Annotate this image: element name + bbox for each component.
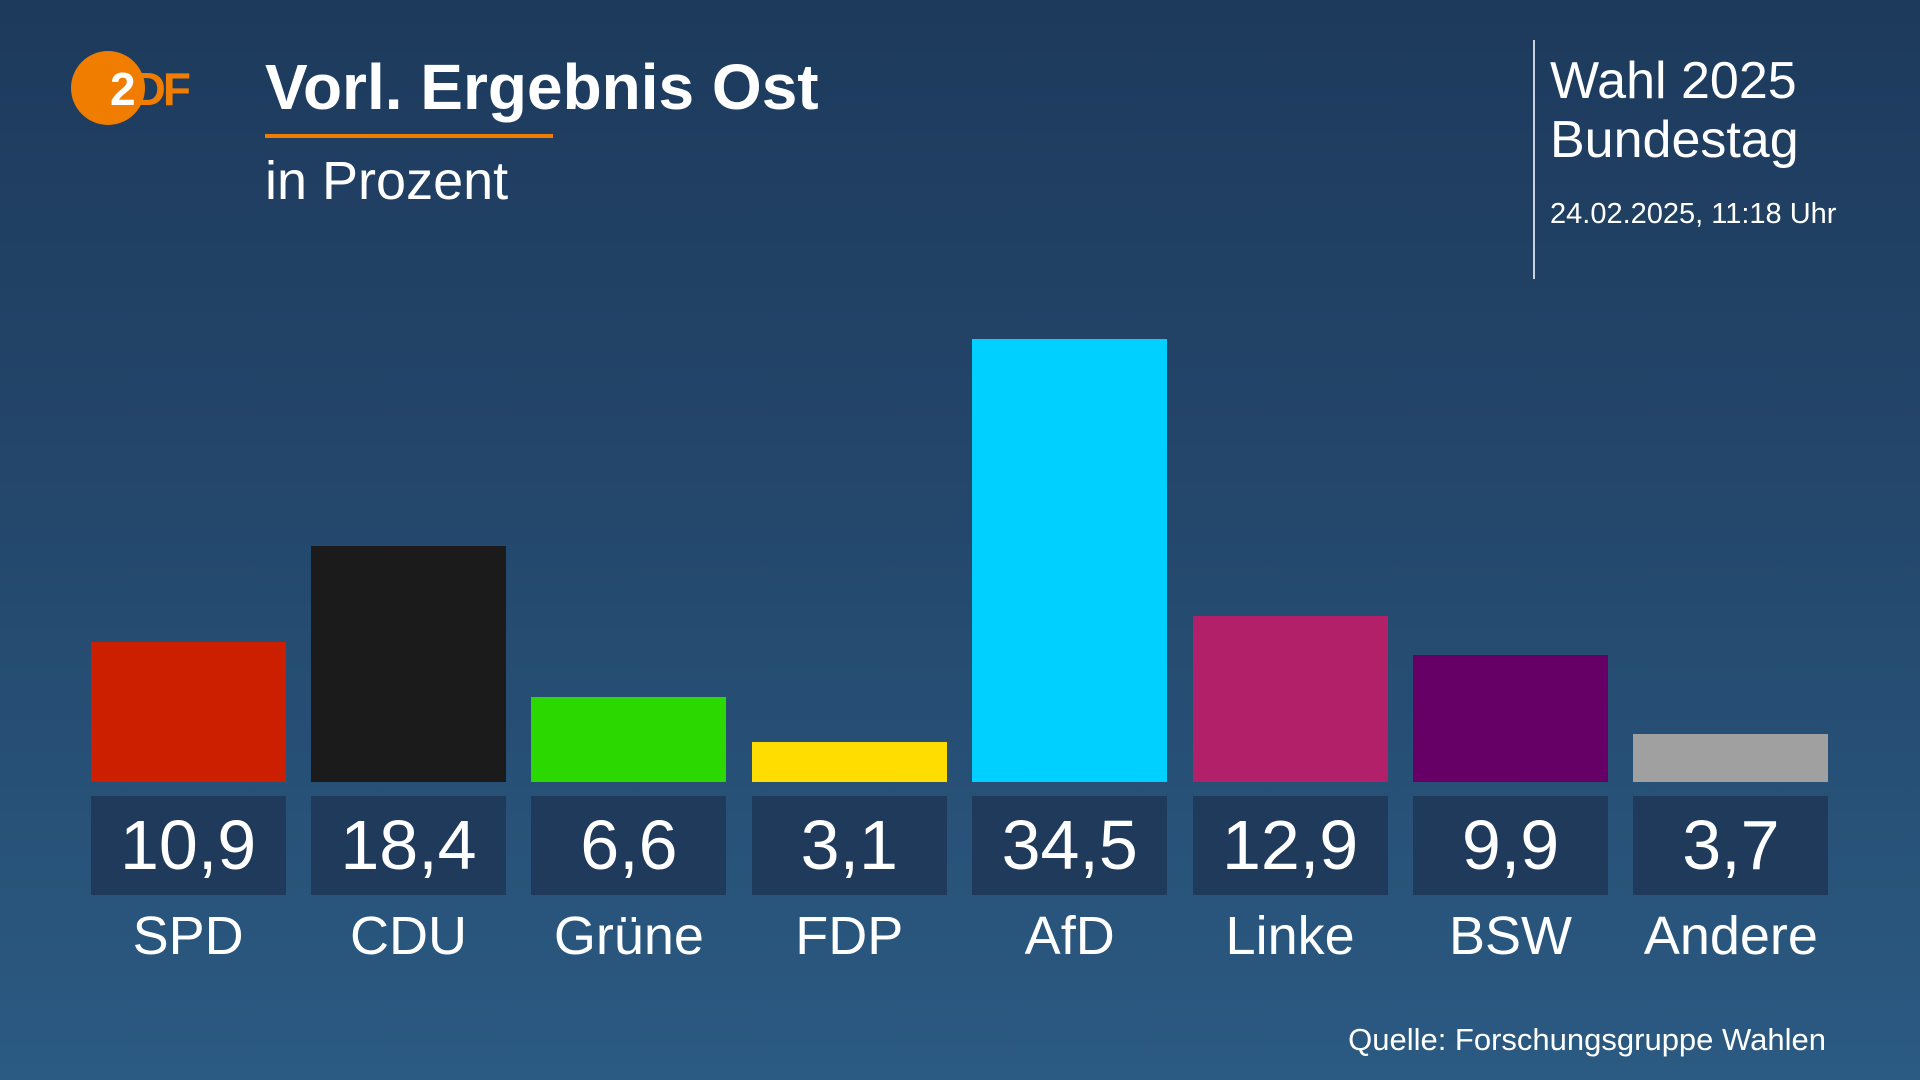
- bar-fdp: [751, 742, 947, 782]
- timestamp: 24.02.2025, 11:18 Uhr: [1550, 198, 1837, 230]
- bar-spd: [90, 642, 286, 782]
- category-label: Andere: [1643, 906, 1818, 966]
- election-body: Bundestag: [1550, 111, 1799, 169]
- bar-afd: [972, 339, 1168, 782]
- value-label: 6,6: [531, 796, 727, 895]
- category-label: BSW: [1448, 906, 1572, 966]
- value-label: 3,1: [751, 796, 947, 895]
- zdf-logo: [71, 51, 145, 125]
- bar-bsw: [1413, 654, 1608, 782]
- bar-grüne: [531, 697, 727, 782]
- category-label: CDU: [350, 906, 467, 966]
- category-label: SPD: [132, 906, 244, 966]
- value-label: 18,4: [311, 796, 506, 895]
- category-label: Linke: [1225, 906, 1355, 966]
- category-label: AfD: [1024, 906, 1115, 966]
- source-note: Quelle: Forschungsgruppe Wahlen: [1348, 1022, 1826, 1057]
- election-name: Wahl 2025: [1550, 52, 1797, 110]
- category-label: Grüne: [553, 906, 704, 966]
- bar-cdu: [311, 545, 506, 782]
- chart-subtitle: in Prozent: [265, 151, 509, 211]
- election-info: Wahl 2025 Bundestag: [1550, 52, 1799, 170]
- header-divider: [1533, 40, 1535, 279]
- value-label: 10,9: [90, 796, 286, 895]
- bar-andere: [1633, 734, 1829, 782]
- value-label: 34,5: [972, 796, 1168, 895]
- title-underline: [265, 134, 553, 138]
- value-label: 3,7: [1633, 796, 1829, 895]
- value-label: 9,9: [1413, 796, 1608, 895]
- chart-title: Vorl. Ergebnis Ost: [265, 51, 819, 123]
- value-label: 12,9: [1192, 796, 1388, 895]
- bar-linke: [1192, 616, 1388, 782]
- zdf-logo-text: 2DF: [110, 63, 191, 115]
- category-label: FDP: [795, 906, 904, 966]
